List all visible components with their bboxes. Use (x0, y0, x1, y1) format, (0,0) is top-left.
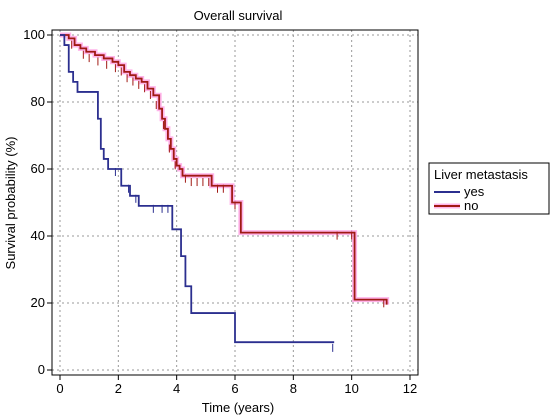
x-tick-label: 6 (231, 381, 238, 396)
series-no (60, 32, 390, 308)
chart-title: Overall survival (194, 8, 283, 23)
y-tick-label: 100 (23, 27, 45, 42)
x-tick-label: 4 (173, 381, 180, 396)
y-tick-label: 20 (31, 295, 45, 310)
x-tick-label: 12 (403, 381, 417, 396)
legend-label-no: no (464, 198, 478, 213)
y-tick-label: 40 (31, 228, 45, 243)
y-axis-label: Survival probability (%) (3, 137, 18, 270)
legend-title: Liver metastasis (434, 167, 528, 182)
series-yes-line (60, 34, 335, 344)
x-tick-label: 8 (290, 381, 297, 396)
y-tick-label: 0 (38, 362, 45, 377)
series-yes (60, 34, 335, 352)
x-tick-label: 0 (56, 381, 63, 396)
series-no-line (60, 34, 388, 305)
legend: Liver metastasis yes no (428, 162, 550, 215)
y-tick-label: 80 (31, 94, 45, 109)
x-tick-label: 10 (344, 381, 358, 396)
legend-label-yes: yes (464, 184, 485, 199)
axis-ticks: 0 2 4 6 8 10 12 0 20 40 60 80 100 (23, 27, 417, 396)
y-tick-label: 60 (31, 161, 45, 176)
x-tick-label: 2 (115, 381, 122, 396)
x-axis-label: Time (years) (202, 400, 274, 415)
series-layer (60, 32, 390, 352)
